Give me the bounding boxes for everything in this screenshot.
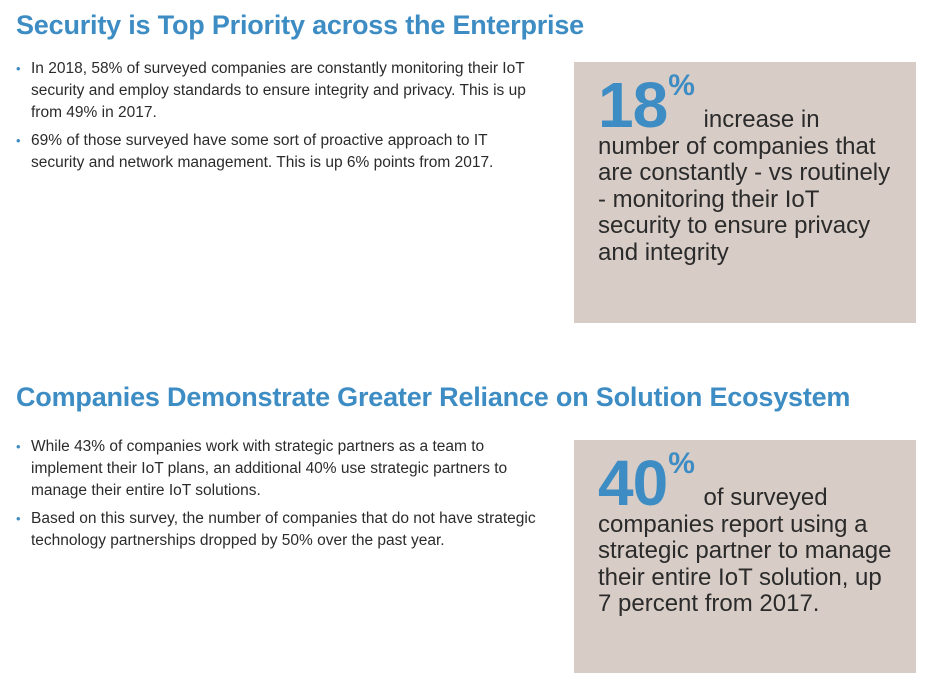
bullet-dot-icon: • [16, 133, 21, 148]
ecosystem-section: Companies Demonstrate Greater Reliance o… [0, 370, 930, 695]
stat-number: 18 [598, 69, 668, 141]
security-section: Security is Top Priority across the Ente… [0, 0, 930, 340]
bullet-list: • While 43% of companies work with strat… [16, 436, 536, 558]
bullet-text: In 2018, 58% of surveyed companies are c… [31, 60, 526, 121]
section-heading: Companies Demonstrate Greater Reliance o… [16, 382, 851, 412]
stat-percent-sign: % [668, 69, 695, 102]
bullet-list: • In 2018, 58% of surveyed companies are… [16, 58, 536, 180]
stat-callout: 18% increase in number of companies that… [598, 71, 898, 266]
list-item: • While 43% of companies work with strat… [16, 436, 536, 502]
stat-description: of surveyed companies report using a str… [598, 484, 892, 617]
section-heading: Security is Top Priority across the Ente… [16, 10, 584, 40]
stat-callout: 40% of surveyed companies report using a… [598, 449, 898, 618]
bullet-text: 69% of those surveyed have some sort of … [31, 132, 494, 171]
stat-callout-box: 40% of surveyed companies report using a… [574, 440, 916, 673]
bullet-text: While 43% of companies work with strateg… [31, 438, 508, 499]
list-item: • Based on this survey, the number of co… [16, 508, 536, 552]
list-item: • 69% of those surveyed have some sort o… [16, 130, 536, 174]
stat-number: 40 [598, 447, 668, 519]
stat-description: increase in number of companies that are… [598, 106, 891, 266]
stat-percent-sign: % [668, 447, 695, 480]
bullet-dot-icon: • [16, 511, 21, 526]
bullet-dot-icon: • [16, 61, 21, 76]
stat-callout-box: 18% increase in number of companies that… [574, 62, 916, 323]
list-item: • In 2018, 58% of surveyed companies are… [16, 58, 536, 124]
bullet-dot-icon: • [16, 439, 21, 454]
bullet-text: Based on this survey, the number of comp… [31, 510, 536, 549]
